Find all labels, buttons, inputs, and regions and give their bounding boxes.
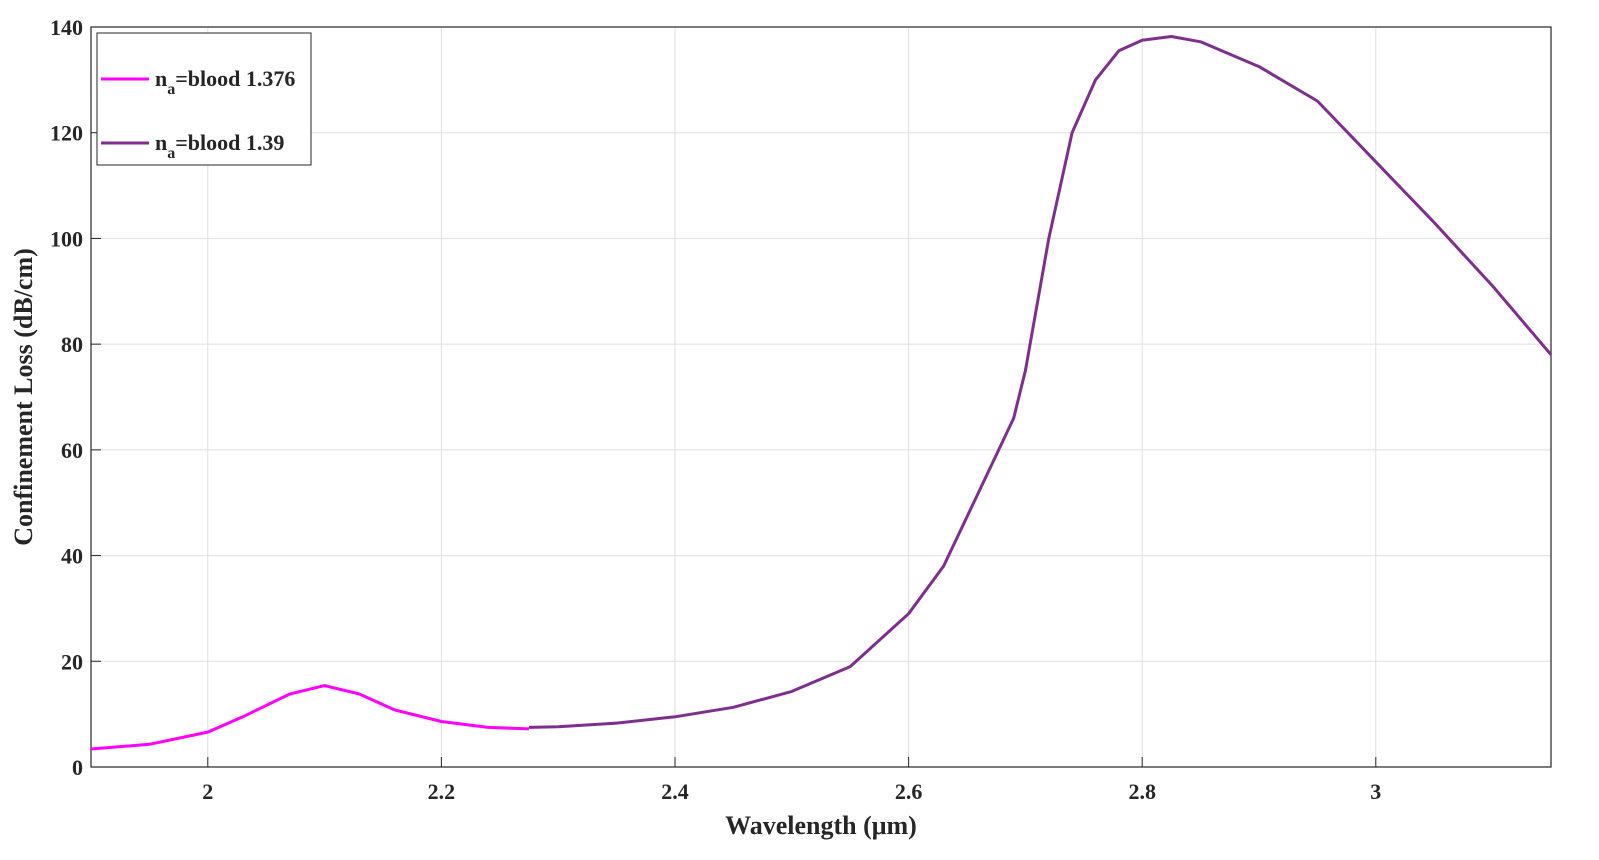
y-tick-label: 20 bbox=[61, 649, 83, 674]
x-tick-label: 3 bbox=[1370, 779, 1381, 804]
plot-frame bbox=[90, 26, 1552, 768]
legend-label: na=blood 1.376 bbox=[155, 66, 295, 98]
series-line bbox=[528, 35, 1553, 729]
y-axis-label: Confinement Loss (dB/cm) bbox=[9, 248, 38, 546]
y-tick-label: 100 bbox=[50, 226, 83, 251]
x-tick-label: 2 bbox=[202, 779, 213, 804]
legend-box bbox=[96, 32, 312, 166]
y-tick-label: 120 bbox=[50, 121, 83, 146]
x-tick-label: 2.2 bbox=[428, 779, 456, 804]
x-tick-label: 2.4 bbox=[661, 779, 689, 804]
plot-area bbox=[91, 27, 1551, 767]
legend-label: na=blood 1.39 bbox=[155, 130, 284, 162]
y-tick-label: 60 bbox=[61, 438, 83, 463]
x-tick-label: 2.8 bbox=[1128, 779, 1156, 804]
y-tick-label: 40 bbox=[61, 544, 83, 569]
x-tick-label: 2.6 bbox=[895, 779, 923, 804]
y-tick-label: 80 bbox=[61, 332, 83, 357]
series-line bbox=[90, 684, 530, 751]
x-axis-label: Wavelength (μm) bbox=[725, 811, 917, 840]
y-tick-label: 140 bbox=[50, 15, 83, 40]
y-tick-label: 0 bbox=[72, 755, 83, 780]
